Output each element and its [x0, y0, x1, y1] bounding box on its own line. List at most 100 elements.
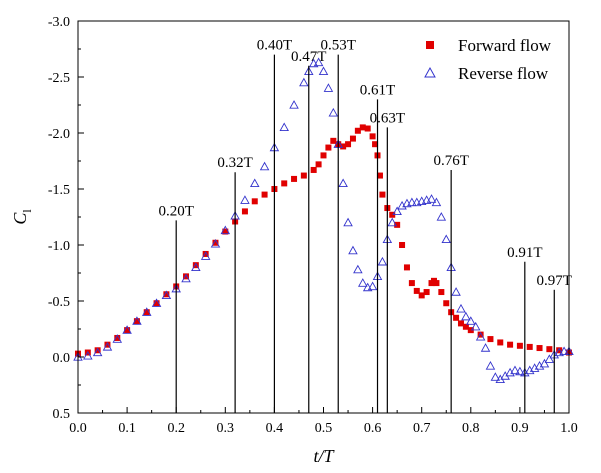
data-point: [556, 347, 563, 354]
data-point: [192, 262, 199, 269]
data-point: [510, 365, 520, 375]
data-point: [114, 334, 121, 341]
data-point: [281, 180, 288, 187]
time-marker-label: 0.97T: [537, 273, 572, 289]
data-point: [369, 133, 376, 140]
data-point: [320, 152, 327, 159]
data-point: [490, 372, 501, 381]
data-point: [181, 273, 191, 283]
x-axis-title: t/T: [313, 446, 335, 466]
data-point: [461, 311, 471, 321]
data-point: [222, 228, 229, 235]
data-point: [359, 124, 366, 131]
data-point: [507, 341, 514, 348]
data-point: [438, 289, 445, 296]
data-point: [515, 366, 525, 376]
data-point: [526, 343, 533, 350]
x-tick-label: 0.7: [413, 421, 431, 436]
data-point: [153, 300, 160, 307]
data-point: [299, 77, 309, 87]
data-point: [183, 273, 190, 280]
data-point: [546, 346, 553, 353]
y-tick-label: -2.0: [48, 127, 70, 142]
data-point: [392, 206, 402, 216]
data-point: [466, 316, 476, 325]
data-point: [485, 361, 496, 370]
data-point: [467, 327, 474, 334]
time-marker-label: 0.47T: [291, 49, 326, 65]
y-axis-title-sub: l: [20, 209, 34, 213]
data-point: [112, 334, 123, 343]
data-point: [338, 178, 348, 188]
data-point: [462, 323, 469, 330]
x-tick-label: 1.0: [560, 421, 578, 436]
data-point: [212, 239, 219, 246]
data-point: [480, 343, 491, 352]
legend-label: Reverse flow: [458, 64, 549, 83]
data-point: [443, 300, 450, 307]
y-tick-label: -1.0: [48, 239, 70, 254]
data-point: [470, 321, 481, 331]
data-point: [544, 354, 555, 363]
data-point: [379, 191, 386, 198]
data-point: [372, 141, 379, 148]
data-point: [453, 314, 460, 321]
data-point: [457, 320, 464, 327]
data-point: [376, 172, 383, 179]
data-point: [122, 325, 132, 334]
data-point: [426, 194, 437, 203]
data-point: [345, 141, 352, 148]
data-point: [364, 125, 371, 132]
data-point: [475, 331, 486, 341]
data-point: [497, 339, 504, 346]
data-point: [289, 100, 299, 109]
data-point: [353, 264, 363, 274]
x-axis: 0.0 0.1 0.2 0.3 0.4 0.5 0.6 0.7 0.8 0.9 1.0: [69, 407, 578, 436]
data-point: [328, 107, 339, 117]
data-point: [310, 166, 317, 173]
data-point: [539, 358, 550, 368]
data-point: [358, 278, 368, 287]
data-point: [313, 57, 324, 67]
y-tick-label: 0.5: [53, 407, 71, 422]
data-point: [279, 122, 289, 132]
data-point: [436, 212, 447, 221]
data-point: [200, 251, 211, 260]
y-tick-label: -1.5: [48, 183, 70, 198]
x-tick-label: 0.1: [118, 421, 136, 436]
time-marker-label: 0.32T: [217, 155, 252, 171]
legend: Forward flow Reverse flow: [424, 36, 552, 83]
data-point: [163, 291, 170, 298]
data-point: [191, 262, 201, 272]
data-point: [241, 208, 248, 215]
time-marker-label: 0.40T: [257, 38, 292, 54]
data-point: [261, 191, 268, 198]
y-axis-title: Cl: [10, 209, 34, 225]
data-point: [387, 217, 398, 227]
time-marker-label: 0.91T: [507, 245, 542, 261]
data-point: [441, 234, 452, 244]
data-point: [220, 225, 231, 235]
data-point: [487, 336, 494, 343]
data-point: [403, 264, 410, 271]
y-tick-label: -0.5: [48, 295, 70, 310]
data-point: [431, 197, 442, 207]
data-point: [249, 178, 260, 188]
data-point: [340, 143, 347, 150]
data-point: [325, 144, 332, 151]
time-marker-label: 0.63T: [370, 110, 405, 126]
y-tick-label: -3.0: [48, 15, 70, 30]
data-point: [94, 347, 101, 354]
data-point: [143, 309, 150, 316]
data-point: [418, 292, 425, 299]
data-point: [240, 195, 250, 204]
data-point: [202, 250, 209, 257]
data-point: [407, 197, 417, 207]
data-point: [399, 242, 406, 248]
data-point: [318, 66, 329, 76]
time-marker-label: 0.61T: [360, 82, 395, 98]
data-point: [259, 161, 270, 171]
x-tick-label: 0.2: [167, 421, 185, 436]
